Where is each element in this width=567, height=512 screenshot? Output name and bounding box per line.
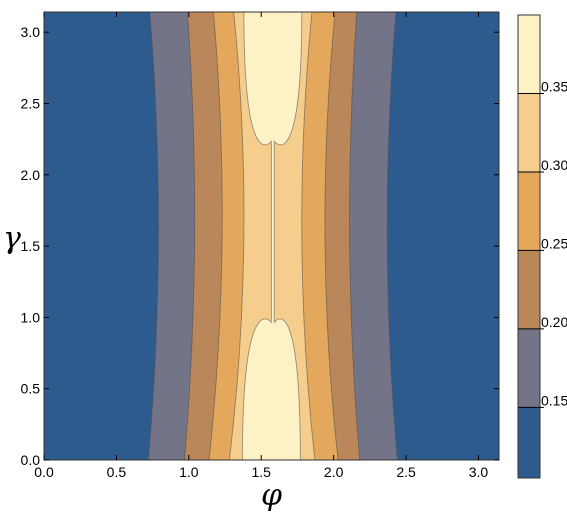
plot-frame xyxy=(43,11,500,461)
y-axis-title: γ xyxy=(3,221,21,256)
colorbar-tick-label: 0.15 xyxy=(541,392,567,408)
colorbar-segment xyxy=(518,93,540,172)
x-tick-label: 1.0 xyxy=(179,464,199,480)
x-tick-label: 2.5 xyxy=(396,464,416,480)
y-tick-label: 0.0 xyxy=(21,452,41,468)
y-tick-label: 1.0 xyxy=(21,309,41,325)
x-axis-title: φ xyxy=(261,478,282,512)
x-tick-label: 3.0 xyxy=(469,464,489,480)
y-tick-label: 3.0 xyxy=(21,24,41,40)
x-tick-label: 1.5 xyxy=(252,464,272,480)
colorbar-tick-label: 0.30 xyxy=(541,157,567,173)
y-tick-label: 0.5 xyxy=(21,381,41,397)
y-axis: 0.0 0.5 1.0 1.5 2.0 2.5 3.0 xyxy=(21,24,499,468)
colorbar-segment xyxy=(518,328,540,408)
y-tick-label: 2.5 xyxy=(21,95,41,111)
colorbar: 0.15 0.20 0.25 0.30 0.35 xyxy=(517,14,567,479)
x-tick-label: 0.0 xyxy=(34,464,54,480)
x-axis: 0.0 0.5 1.0 1.5 2.0 2.5 3.0 xyxy=(34,12,488,480)
y-tick-label: 1.5 xyxy=(21,238,41,254)
plot-area xyxy=(43,11,500,461)
colorbar-segment xyxy=(518,407,540,478)
colorbar-segment xyxy=(518,15,540,94)
x-tick-label: 2.0 xyxy=(324,464,344,480)
colorbar-frame xyxy=(517,14,541,479)
y-tick-label: 2.0 xyxy=(21,167,41,183)
x-tick-label: 0.5 xyxy=(107,464,127,480)
colorbar-tick-label: 0.20 xyxy=(541,314,567,330)
colorbar-segment xyxy=(518,171,540,251)
colorbar-tick-label: 0.35 xyxy=(541,78,567,94)
colorbar-tick-label: 0.25 xyxy=(541,235,567,251)
colorbar-segment xyxy=(518,250,540,329)
